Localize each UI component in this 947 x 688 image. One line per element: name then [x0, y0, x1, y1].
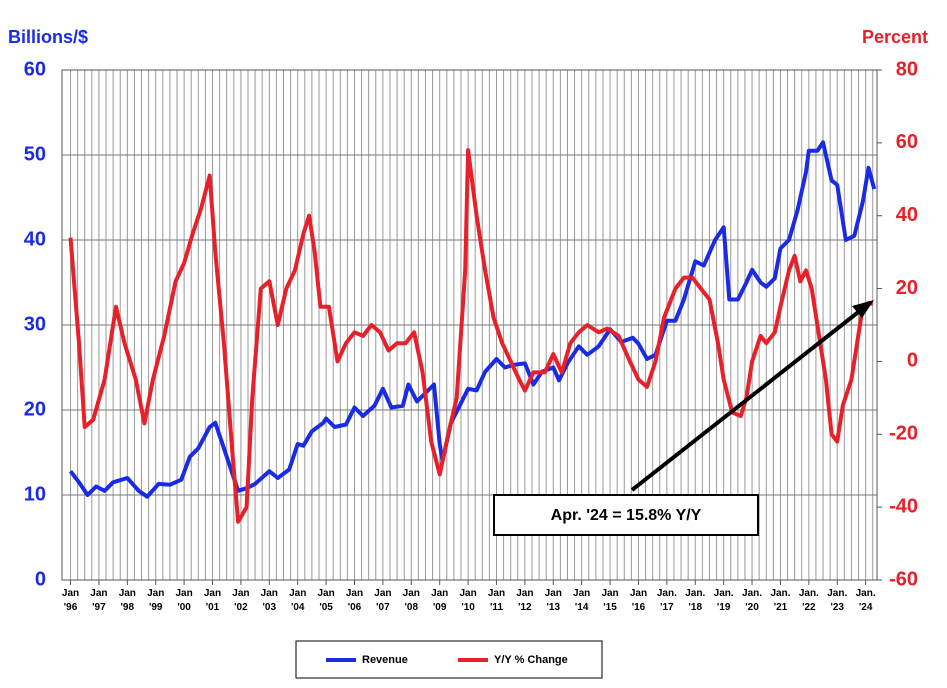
x-tick-label: Jan '99 — [147, 588, 164, 613]
y2-tick-label: 60 — [896, 131, 918, 153]
x-tick-label: Jan '02 — [232, 588, 249, 613]
y2-tick-label: 40 — [896, 204, 918, 226]
y2-tick-label: -20 — [889, 423, 918, 445]
y-tick-label: 0 — [35, 568, 46, 590]
x-tick-label: Jan '07 — [374, 588, 391, 613]
x-tick-label: Jan '11 — [488, 588, 505, 613]
y-tick-label: 50 — [24, 143, 46, 165]
x-tick-label: Jan '98 — [119, 588, 136, 613]
x-tick-label: Jan '03 — [261, 588, 278, 613]
x-tick-label: Jan '14 — [573, 588, 590, 613]
x-tick-label: Jan '00 — [175, 588, 192, 613]
x-tick-label: Jan. '18 — [685, 588, 705, 613]
legend-label: Revenue — [362, 654, 408, 666]
y2-tick-label: -40 — [889, 495, 918, 517]
y-tick-label: 30 — [24, 313, 46, 335]
annotation: Apr. '24 = 15.8% Y/Y — [551, 507, 702, 524]
x-tick-label: Jan. '24 — [856, 588, 876, 613]
x-tick-label: Jan '15 — [601, 588, 618, 613]
plot-frame — [61, 69, 878, 581]
x-tick-label: Jan '16 — [630, 588, 647, 613]
x-tick-label: Jan. '20 — [742, 588, 762, 613]
y2-tick-label: 80 — [896, 58, 918, 80]
x-tick-label: Jan '01 — [204, 588, 221, 613]
legend-items: Revenue Y/Y % Change — [326, 654, 568, 666]
x-tick-label: Jan. '23 — [827, 588, 847, 613]
annotation-box — [493, 494, 759, 536]
annotation-arrow — [630, 304, 868, 492]
y2-axis-label: Percent — [862, 27, 928, 47]
arrow-head — [852, 300, 874, 318]
x-tick-label: Jan. '19 — [714, 588, 734, 613]
y2-tick-label: 0 — [907, 350, 918, 372]
legend-label: Y/Y % Change — [494, 654, 568, 666]
y-tick-label: 10 — [24, 483, 46, 505]
series-line — [68, 148, 874, 524]
x-tick-label: Jan. '17 — [657, 588, 677, 613]
x-tick-label: Jan. '21 — [770, 588, 790, 613]
series-line — [68, 140, 877, 499]
x-tick-label: Jan '06 — [346, 588, 363, 613]
y-axis-label: Billions/$ — [8, 27, 88, 47]
x-tick-label: Jan '05 — [317, 588, 334, 613]
x-tick-label: Jan '13 — [545, 588, 562, 613]
x-tick-label: Jan '12 — [516, 588, 533, 613]
x-tick-label: Jan '10 — [459, 588, 476, 613]
y-tick-label: 60 — [24, 58, 46, 80]
x-tick-label: Jan '97 — [90, 588, 107, 613]
y2-tick-label: 20 — [896, 277, 918, 299]
y-tick-label: 20 — [24, 398, 46, 420]
x-tick-label: Jan '09 — [431, 588, 448, 613]
y2-tick-label: -60 — [889, 568, 918, 590]
x-tick-label: Jan. '22 — [799, 588, 819, 613]
x-tick-label: Jan '08 — [403, 588, 420, 613]
x-tick-label: Jan '96 — [62, 588, 79, 613]
lines — [68, 140, 877, 524]
y-tick-label: 40 — [24, 228, 46, 250]
x-tick-label: Jan '04 — [289, 588, 306, 613]
